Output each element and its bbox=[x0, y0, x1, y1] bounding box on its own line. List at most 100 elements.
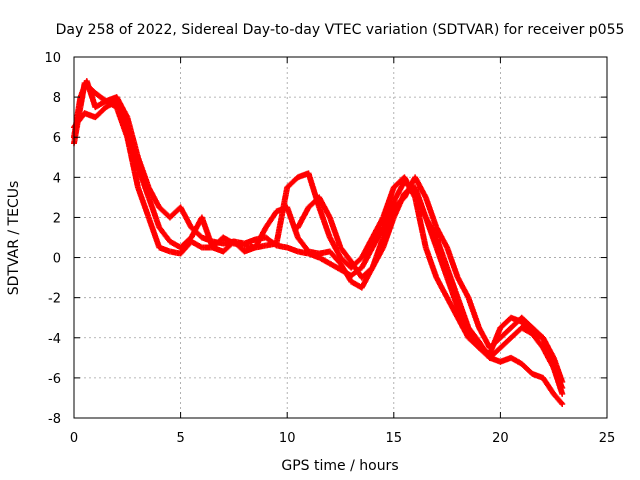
data-point-trail bbox=[519, 361, 535, 376]
data-point-trail bbox=[135, 185, 152, 219]
data-point-trail bbox=[295, 235, 311, 254]
data-point-trail bbox=[434, 225, 450, 250]
data-point-trail bbox=[530, 325, 545, 340]
data-point-trail bbox=[370, 236, 386, 270]
data-point-trail bbox=[412, 185, 429, 219]
data-point-trail bbox=[391, 195, 407, 210]
data-point-trail bbox=[498, 335, 513, 350]
data-point-trail bbox=[540, 376, 556, 396]
data-point-trail bbox=[263, 209, 279, 230]
data-point-trail bbox=[135, 165, 152, 199]
data-point bbox=[559, 390, 566, 397]
data-point-trail bbox=[84, 79, 98, 109]
x-tick-label: 0 bbox=[70, 431, 78, 446]
x-tick-label: 25 bbox=[599, 431, 616, 446]
y-tick-label: 4 bbox=[53, 171, 61, 186]
chart-title: Day 258 of 2022, Sidereal Day-to-day VTE… bbox=[56, 22, 625, 38]
data-point-trail bbox=[316, 205, 333, 239]
y-tick-label: 6 bbox=[53, 131, 61, 146]
data-point-trail bbox=[349, 259, 364, 280]
data-point bbox=[559, 400, 566, 407]
y-tick-label: -4 bbox=[48, 332, 61, 347]
y-tick-label: 10 bbox=[44, 51, 61, 66]
data-point-trail bbox=[316, 195, 333, 220]
data-point-trail bbox=[444, 266, 461, 300]
data-point-trail bbox=[519, 319, 535, 336]
y-axis-label: SDTVAR / TECUs bbox=[6, 181, 22, 296]
data-point-trail bbox=[285, 175, 300, 190]
data-point-trail bbox=[135, 155, 152, 189]
data-point-trail bbox=[157, 225, 173, 244]
data-point-trail bbox=[434, 236, 450, 270]
y-tick-label: -6 bbox=[48, 372, 61, 387]
data-point-trail bbox=[551, 366, 565, 396]
y-tick-label: -2 bbox=[48, 292, 61, 307]
data-point-trail bbox=[295, 205, 311, 230]
data-point-trail bbox=[466, 335, 481, 350]
data-point-trail bbox=[338, 245, 354, 264]
data-point-trail bbox=[146, 185, 162, 210]
data-point-trail bbox=[423, 246, 439, 280]
y-tick-label: 2 bbox=[53, 211, 61, 226]
data-point-trail bbox=[327, 215, 343, 249]
data-point-trail bbox=[284, 205, 301, 239]
data-point-trail bbox=[551, 356, 565, 384]
data-point-trail bbox=[380, 215, 397, 249]
data-point-trail bbox=[178, 205, 194, 230]
data-point-trail bbox=[327, 235, 343, 260]
data-point-trail bbox=[273, 185, 290, 245]
data-point-trail bbox=[412, 195, 429, 249]
data-point-trail bbox=[476, 326, 492, 350]
data-point-trail bbox=[487, 335, 503, 350]
data-point-trail bbox=[370, 215, 386, 240]
data-point-trail bbox=[114, 105, 130, 139]
data-point-trail bbox=[178, 239, 194, 256]
data-point-trail bbox=[551, 392, 565, 406]
data-point-trail bbox=[327, 249, 343, 266]
data-point-trail bbox=[146, 195, 162, 229]
data-point-trail bbox=[178, 235, 194, 250]
data-point-trail bbox=[455, 316, 471, 340]
data-point-trail bbox=[444, 296, 460, 320]
data-points-layer bbox=[71, 78, 566, 407]
data-point-trail bbox=[93, 105, 108, 120]
data-point-trail bbox=[380, 185, 397, 219]
y-tick-label: 0 bbox=[53, 252, 61, 267]
x-tick-label: 5 bbox=[176, 431, 184, 446]
data-point-trail bbox=[359, 235, 375, 260]
data-point-trail bbox=[124, 135, 141, 189]
data-point-trail bbox=[199, 215, 215, 249]
data-point-trail bbox=[412, 175, 429, 200]
data-point-trail bbox=[317, 255, 332, 266]
data-point-trail bbox=[434, 246, 450, 280]
data-point-trail bbox=[444, 246, 461, 280]
data-point-trail bbox=[423, 215, 439, 240]
plot-frame bbox=[73, 56, 608, 419]
data-point-trail bbox=[359, 245, 375, 270]
y-tick-label: -8 bbox=[48, 412, 61, 427]
data-point-trail bbox=[391, 179, 407, 204]
data-point-trail bbox=[519, 315, 535, 330]
x-tick-label: 20 bbox=[492, 431, 509, 446]
data-point-trail bbox=[328, 261, 343, 272]
x-axis-label: GPS time / hours bbox=[281, 458, 398, 474]
x-tick-label: 15 bbox=[386, 431, 403, 446]
data-point-trail bbox=[466, 296, 482, 330]
y-tick-label: 8 bbox=[53, 91, 61, 106]
data-point-trail bbox=[487, 345, 503, 360]
data-point-trail bbox=[370, 225, 386, 250]
ticks-layer: 0 5 10 15 20 25 -8 -6 -4 -2 0 2 4 6 8 10 bbox=[44, 51, 615, 446]
data-point-trail bbox=[540, 336, 557, 370]
data-point-trail bbox=[380, 205, 397, 239]
x-tick-label: 10 bbox=[279, 431, 296, 446]
data-point-trail bbox=[423, 195, 439, 229]
data-point-trail bbox=[359, 265, 375, 280]
data-point-trail bbox=[434, 275, 450, 300]
data-point-trail bbox=[455, 296, 471, 330]
data-point-trail bbox=[455, 275, 471, 300]
data-point-trail bbox=[444, 276, 461, 310]
data-point-trail bbox=[338, 261, 354, 284]
data-point-trail bbox=[146, 215, 162, 249]
